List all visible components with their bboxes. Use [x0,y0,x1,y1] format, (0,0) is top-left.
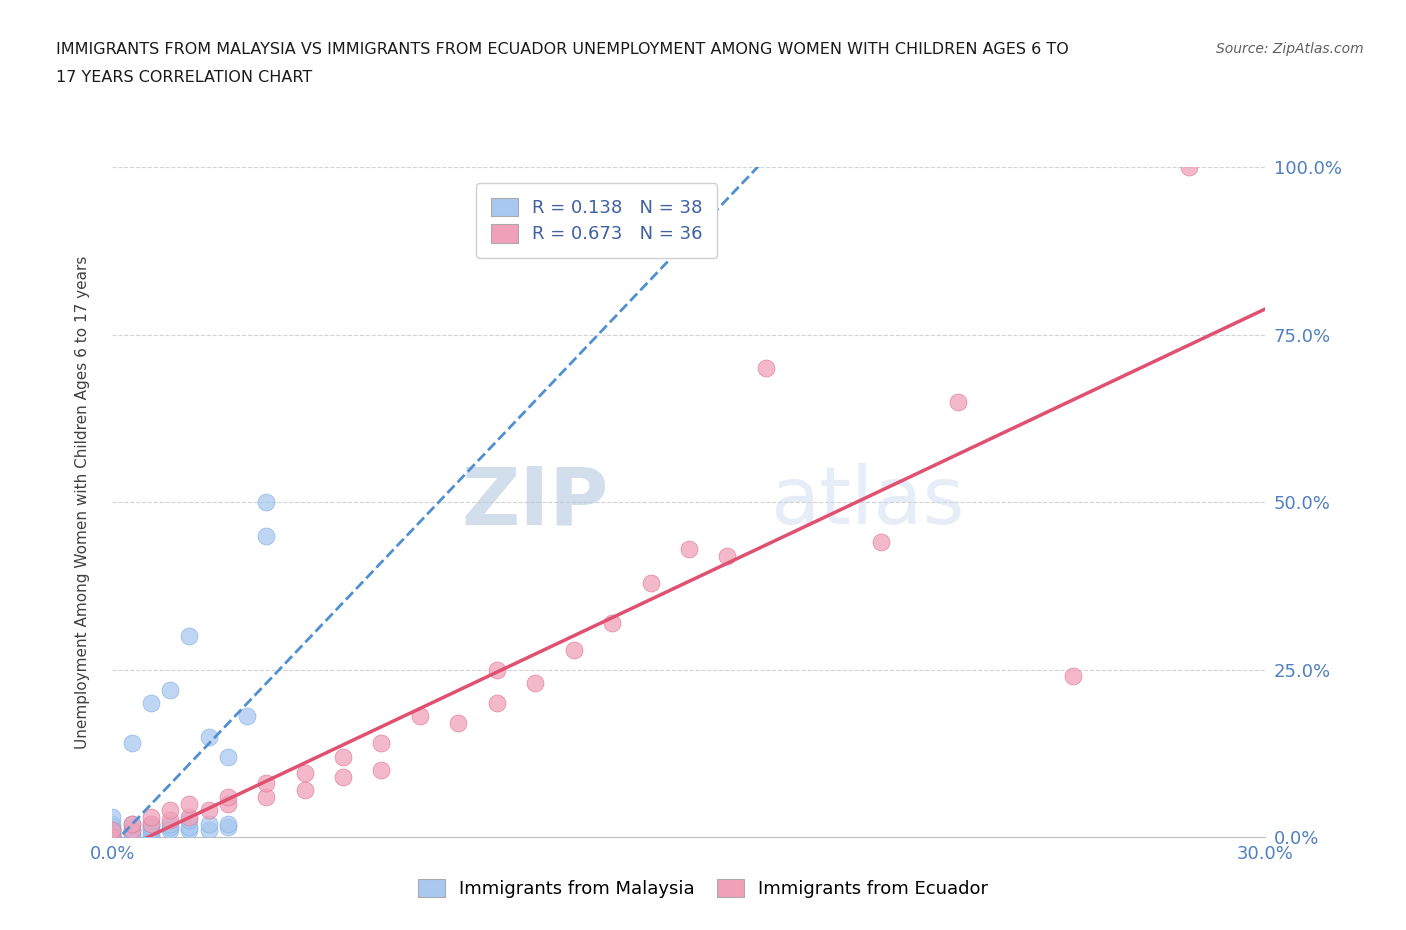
Point [1177,160,1199,175]
Point [101,823,124,838]
Point [139,817,162,831]
Point [159,817,181,831]
Point [485,696,508,711]
Point [485,662,508,677]
Point [197,823,219,838]
Point [101,830,124,844]
Point [121,817,143,831]
Point [562,642,585,657]
Point [139,826,162,841]
Point [159,803,181,817]
Point [236,709,259,724]
Point [101,830,124,844]
Point [217,790,239,804]
Point [254,528,277,543]
Point [217,819,239,834]
Point [179,813,201,828]
Point [121,830,143,844]
Point [640,575,662,590]
Y-axis label: Unemployment Among Women with Children Ages 6 to 17 years: Unemployment Among Women with Children A… [76,256,90,749]
Point [139,819,162,834]
Point [179,819,201,834]
Point [139,809,162,824]
Point [101,817,124,831]
Point [716,549,738,564]
Point [755,361,778,376]
Point [294,766,316,781]
Point [139,817,162,831]
Point [370,736,392,751]
Text: Source: ZipAtlas.com: Source: ZipAtlas.com [1216,42,1364,56]
Point [139,696,162,711]
Point [159,813,181,828]
Text: atlas: atlas [769,463,965,541]
Point [121,823,143,838]
Legend: Immigrants from Malaysia, Immigrants from Ecuador: Immigrants from Malaysia, Immigrants fro… [409,870,997,907]
Point [101,826,124,841]
Point [447,716,470,731]
Point [217,817,239,831]
Point [101,826,124,841]
Point [254,495,277,510]
Point [179,809,201,824]
Point [121,736,143,751]
Point [139,830,162,844]
Point [332,750,354,764]
Point [101,830,124,844]
Point [121,823,143,838]
Point [101,830,124,844]
Point [524,675,547,690]
Point [409,709,432,724]
Legend: R = 0.138   N = 38, R = 0.673   N = 36: R = 0.138 N = 38, R = 0.673 N = 36 [477,183,717,258]
Point [946,394,969,409]
Point [254,790,277,804]
Point [294,783,316,798]
Point [121,826,143,841]
Point [332,769,354,784]
Text: 17 YEARS CORRELATION CHART: 17 YEARS CORRELATION CHART [56,70,312,85]
Text: ZIP: ZIP [461,463,609,541]
Point [370,763,392,777]
Text: IMMIGRANTS FROM MALAYSIA VS IMMIGRANTS FROM ECUADOR UNEMPLOYMENT AMONG WOMEN WIT: IMMIGRANTS FROM MALAYSIA VS IMMIGRANTS F… [56,42,1069,57]
Point [217,750,239,764]
Point [870,535,893,550]
Point [179,796,201,811]
Point [254,776,277,790]
Point [121,817,143,831]
Point [197,803,219,817]
Point [197,729,219,744]
Point [101,809,124,824]
Point [179,823,201,838]
Point [159,823,181,838]
Point [101,819,124,834]
Point [159,683,181,698]
Point [139,823,162,838]
Point [179,629,201,644]
Point [1062,669,1084,684]
Point [101,823,124,838]
Point [217,796,239,811]
Point [101,823,124,838]
Point [600,616,623,631]
Point [197,817,219,831]
Point [159,819,181,834]
Point [678,541,700,556]
